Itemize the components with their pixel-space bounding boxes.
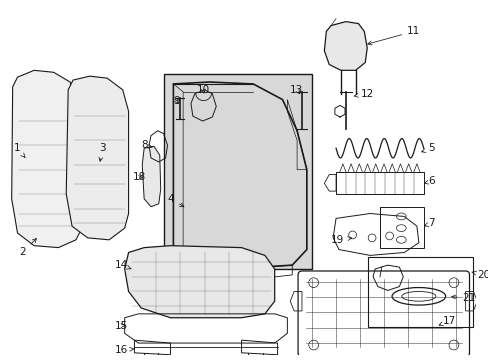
Text: 11: 11	[367, 26, 420, 45]
Text: 16: 16	[115, 345, 134, 355]
Text: 15: 15	[115, 320, 128, 330]
Text: 5: 5	[421, 143, 434, 153]
Text: 18: 18	[132, 172, 145, 183]
Text: 19: 19	[330, 235, 351, 245]
Text: 20: 20	[471, 270, 488, 280]
Text: 3: 3	[99, 143, 106, 161]
Text: 13: 13	[290, 85, 303, 95]
Text: 14: 14	[115, 260, 131, 270]
Text: 21: 21	[451, 293, 475, 303]
Polygon shape	[124, 246, 274, 318]
Text: 10: 10	[196, 85, 209, 95]
Polygon shape	[324, 22, 366, 70]
Text: 9: 9	[173, 96, 180, 107]
Circle shape	[201, 284, 207, 289]
Text: 6: 6	[424, 176, 434, 186]
Text: 8: 8	[141, 140, 152, 150]
FancyBboxPatch shape	[163, 74, 311, 269]
Text: 12: 12	[353, 89, 373, 99]
Circle shape	[250, 288, 256, 294]
Text: 4: 4	[167, 194, 183, 207]
Text: 7: 7	[424, 218, 434, 228]
Polygon shape	[66, 76, 128, 240]
Polygon shape	[12, 70, 82, 248]
Polygon shape	[142, 146, 161, 207]
Text: 17: 17	[438, 316, 455, 326]
Bar	[367, 257, 472, 328]
Text: 1: 1	[14, 143, 25, 157]
Text: 2: 2	[20, 239, 36, 257]
